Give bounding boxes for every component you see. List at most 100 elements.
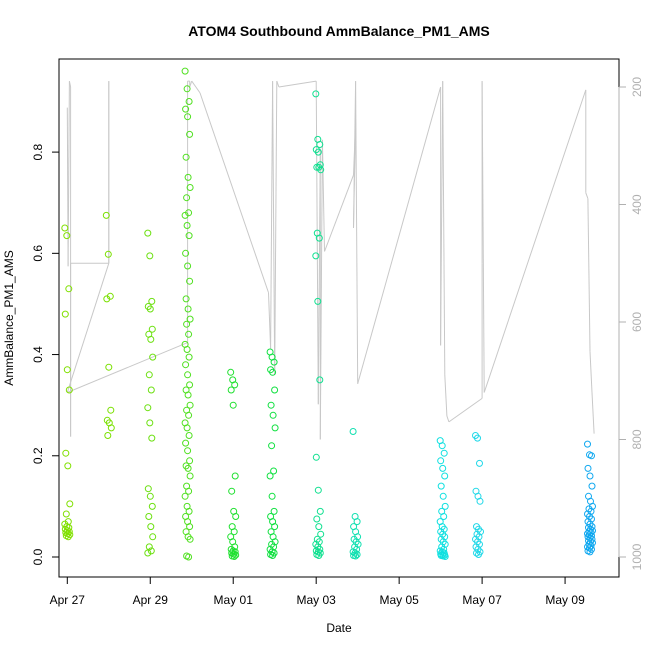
data-point [266, 472, 274, 480]
data-point [184, 173, 192, 181]
data-point [268, 442, 276, 450]
data-point [181, 67, 189, 75]
data-point [312, 252, 320, 260]
data-point [353, 518, 361, 526]
data-point [185, 353, 193, 361]
data-point [144, 404, 152, 412]
data-point [271, 523, 279, 531]
data-point [104, 250, 112, 258]
data-point [440, 513, 448, 520]
data-point [149, 533, 157, 541]
gray-line-segment [589, 351, 593, 393]
chart-title: ATOM4 Southbound AmmBalance_PM1_AMS [188, 23, 490, 39]
data-point [66, 500, 74, 508]
data-point [474, 434, 481, 442]
data-point [588, 482, 596, 490]
x-tick-label: May 09 [545, 593, 585, 607]
data-point [185, 98, 193, 105]
data-point [584, 464, 592, 472]
gray-line-segment [315, 81, 319, 405]
data-point [185, 553, 193, 561]
data-point [144, 549, 152, 557]
gray-line-segment [189, 80, 193, 88]
data-point [145, 371, 153, 379]
data-point [186, 277, 194, 285]
data-point [270, 507, 278, 515]
data-point [440, 449, 448, 457]
data-point [183, 222, 191, 229]
data-point [182, 361, 190, 369]
gray-line-segment [195, 86, 201, 94]
data-point [185, 411, 193, 419]
data-point [268, 492, 276, 500]
data-point [183, 346, 191, 353]
x-tick-label: May 07 [462, 593, 502, 607]
gray-line-segment [481, 81, 485, 393]
gray-line-segment [587, 198, 591, 352]
gray-line-segment [276, 80, 280, 88]
data-point [439, 464, 447, 472]
gray-line-segment [483, 89, 587, 393]
data-point [186, 130, 194, 138]
data-point [186, 535, 194, 543]
y-tick-label: 0.8 [31, 143, 45, 160]
data-point [182, 105, 190, 113]
data-point [144, 229, 152, 237]
data-point [186, 184, 194, 191]
data-point [352, 552, 360, 560]
scatter-points [61, 67, 596, 561]
data-point [584, 440, 591, 448]
data-point [227, 386, 235, 394]
data-point [184, 391, 192, 399]
y-axis: 0.0 0.2 0.4 0.6 0.8 [31, 143, 60, 565]
data-point [441, 472, 449, 480]
data-point [229, 401, 237, 409]
data-point [186, 381, 194, 389]
data-point [473, 549, 480, 557]
data-point [232, 513, 240, 520]
data-point [144, 485, 152, 493]
gray-line-segment [357, 86, 442, 384]
gray-line-segment [353, 81, 357, 229]
data-point [147, 523, 155, 531]
gray-line-segment [67, 81, 70, 267]
data-point [182, 249, 190, 257]
data-point [317, 166, 325, 174]
data-point [146, 305, 154, 313]
gray-line-segment [68, 81, 72, 88]
data-point [183, 194, 191, 202]
data-point [146, 419, 154, 427]
gray-line-segment [191, 80, 197, 88]
data-point [65, 386, 73, 394]
gray-line-segment [321, 139, 325, 252]
x-tick-label: Apr 29 [133, 593, 169, 607]
data-point [147, 335, 155, 343]
gray-line-segment [355, 81, 359, 384]
y-axis-right: 200 400 600 800 1000 [618, 77, 644, 570]
data-point [148, 297, 156, 305]
data-point [183, 85, 191, 93]
data-point [349, 428, 357, 435]
gray-line-segment [270, 81, 274, 349]
data-point [149, 353, 157, 361]
data-point [317, 530, 325, 538]
data-point [148, 325, 156, 333]
data-point [231, 381, 239, 389]
gray-line-segment [440, 81, 444, 346]
data-point [232, 551, 240, 559]
data-point [312, 90, 320, 98]
gray-line-segment [324, 174, 354, 252]
gray-line-segment [67, 342, 188, 393]
data-point [185, 487, 193, 495]
data-point [315, 523, 323, 531]
y-right-tick-label: 400 [630, 194, 644, 214]
data-point [182, 439, 190, 447]
data-point [270, 358, 278, 366]
data-point [269, 368, 277, 376]
data-point [184, 305, 192, 313]
data-point [312, 453, 320, 461]
gray-line-segment [199, 92, 269, 293]
x-axis-label: Date [326, 621, 352, 635]
